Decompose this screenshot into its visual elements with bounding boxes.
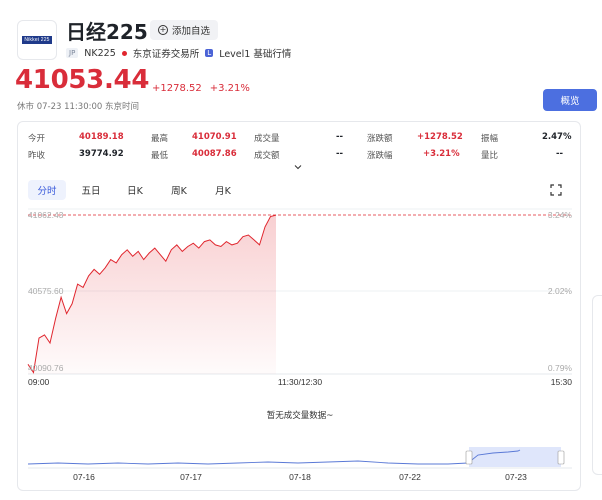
level-text: Level1 基础行情 (219, 49, 292, 60)
stat-label: 昨收 (28, 151, 46, 161)
price-change: +1278.52 +3.21% (152, 83, 250, 94)
exchange-dot-icon (121, 50, 127, 56)
no-volume-message: 暂无成交量数据~ (266, 411, 334, 421)
tab-daily-k[interactable]: 日K (127, 186, 143, 197)
nav-date-label: 07-16 (73, 472, 95, 482)
status-timezone: 东京时间 (105, 102, 140, 112)
y-right-label-high: 3.24% (548, 210, 573, 220)
index-name: 日经225 (66, 20, 148, 44)
overview-button[interactable]: 概览 (543, 89, 597, 111)
stat-value: -- (336, 149, 344, 159)
expand-stats-chevron-icon[interactable] (294, 163, 302, 171)
add-watchlist-button[interactable]: + 添加自选 (150, 20, 219, 40)
navigator-left-handle[interactable] (465, 450, 473, 465)
stat-value: -- (556, 149, 564, 159)
y-label-mid: 40575.60 (28, 286, 64, 296)
x-label-open: 09:00 (28, 377, 50, 387)
stats-row-1: 今开 40189.18 最高 41070.91 成交量 -- 涨跌额 +1278… (28, 130, 572, 147)
x-label-close: 15:30 (551, 377, 573, 387)
stats-table: 今开 40189.18 最高 41070.91 成交量 -- 涨跌额 +1278… (28, 130, 572, 164)
stat-value: -- (336, 132, 344, 142)
stats-row-2: 昨收 39774.92 最低 40087.86 成交额 -- 涨跌幅 +3.21… (28, 147, 572, 164)
navigator-right-handle[interactable] (557, 450, 565, 465)
add-watchlist-label: 添加自选 (172, 26, 211, 37)
navigator-selection[interactable] (469, 447, 561, 467)
x-label-break: 11:30/12:30 (278, 377, 323, 387)
stat-value: 2.47% (542, 132, 572, 142)
y-label-low: 40090.76 (28, 363, 64, 373)
nav-date-label: 07-23 (505, 472, 527, 482)
level-badge-icon: L (205, 49, 214, 57)
nav-date-label: 07-18 (289, 472, 311, 482)
side-panel-edge (592, 295, 602, 475)
stat-value: 41070.91 (192, 132, 237, 142)
quote-card: 今开 40189.18 最高 41070.91 成交量 -- 涨跌额 +1278… (17, 121, 581, 491)
index-meta: JP NK225 东京证券交易所 L Level1 基础行情 (66, 46, 291, 60)
stat-label: 涨跌额 (367, 134, 393, 144)
stat-label: 最低 (151, 151, 169, 161)
range-navigator[interactable]: 07-16 07-17 07-18 07-22 07-23 (18, 438, 582, 488)
index-code: NK225 (84, 47, 116, 59)
price-area (28, 215, 276, 374)
stat-value: +1278.52 (417, 132, 463, 142)
status-datetime: 07-23 11:30:00 (36, 102, 103, 112)
stat-label: 最高 (151, 134, 169, 144)
stat-label: 成交量 (254, 134, 280, 144)
market-tag: JP (66, 48, 79, 58)
period-tabs: 分时 五日 日K 周K 月K (28, 180, 242, 200)
y-right-label-mid: 2.02% (548, 286, 573, 296)
fullscreen-icon[interactable] (548, 182, 564, 198)
stat-value: 39774.92 (79, 149, 124, 159)
change-percent: +3.21% (209, 83, 250, 94)
tab-weekly-k[interactable]: 周K (171, 186, 187, 197)
stat-value: 40087.86 (192, 149, 237, 159)
stat-value: +3.21% (423, 149, 460, 159)
change-amount: +1278.52 (152, 83, 202, 94)
tab-intraday[interactable]: 分时 (28, 180, 66, 200)
current-price: 41053.44 (15, 65, 150, 95)
y-label-high: 41062.43 (28, 210, 64, 220)
index-logo: Nikkei 225 (17, 20, 57, 60)
stat-label: 振幅 (481, 134, 499, 144)
plus-icon: + (158, 25, 168, 35)
exchange-name: 东京证券交易所 (132, 49, 200, 60)
stat-label: 量比 (481, 151, 499, 161)
stat-value: 40189.18 (79, 132, 124, 142)
nav-date-label: 07-22 (399, 472, 421, 482)
status-text: 休市 (17, 102, 35, 112)
logo-text: Nikkei 225 (22, 36, 52, 44)
nav-date-label: 07-17 (180, 472, 202, 482)
navigator-line (27, 449, 521, 465)
stat-label: 成交额 (254, 151, 280, 161)
market-status: 休市 07-23 11:30:00 东京时间 (17, 100, 139, 112)
y-right-label-low: 0.79% (548, 363, 573, 373)
intraday-chart[interactable]: 41062.43 40575.60 40090.76 3.24% 2.02% 0… (18, 207, 582, 387)
stat-label: 涨跌幅 (367, 151, 393, 161)
price-line (27, 214, 277, 374)
tab-5day[interactable]: 五日 (81, 186, 101, 197)
stat-label: 今开 (28, 134, 46, 144)
tab-monthly-k[interactable]: 月K (215, 186, 231, 197)
